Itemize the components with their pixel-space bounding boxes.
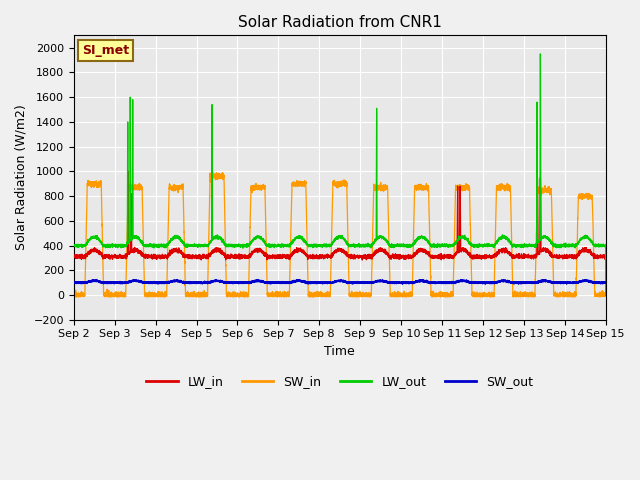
Legend: LW_in, SW_in, LW_out, SW_out: LW_in, SW_in, LW_out, SW_out	[141, 370, 538, 393]
Text: SI_met: SI_met	[82, 44, 129, 57]
Title: Solar Radiation from CNR1: Solar Radiation from CNR1	[238, 15, 442, 30]
X-axis label: Time: Time	[324, 345, 355, 358]
Y-axis label: Solar Radiation (W/m2): Solar Radiation (W/m2)	[15, 105, 28, 251]
